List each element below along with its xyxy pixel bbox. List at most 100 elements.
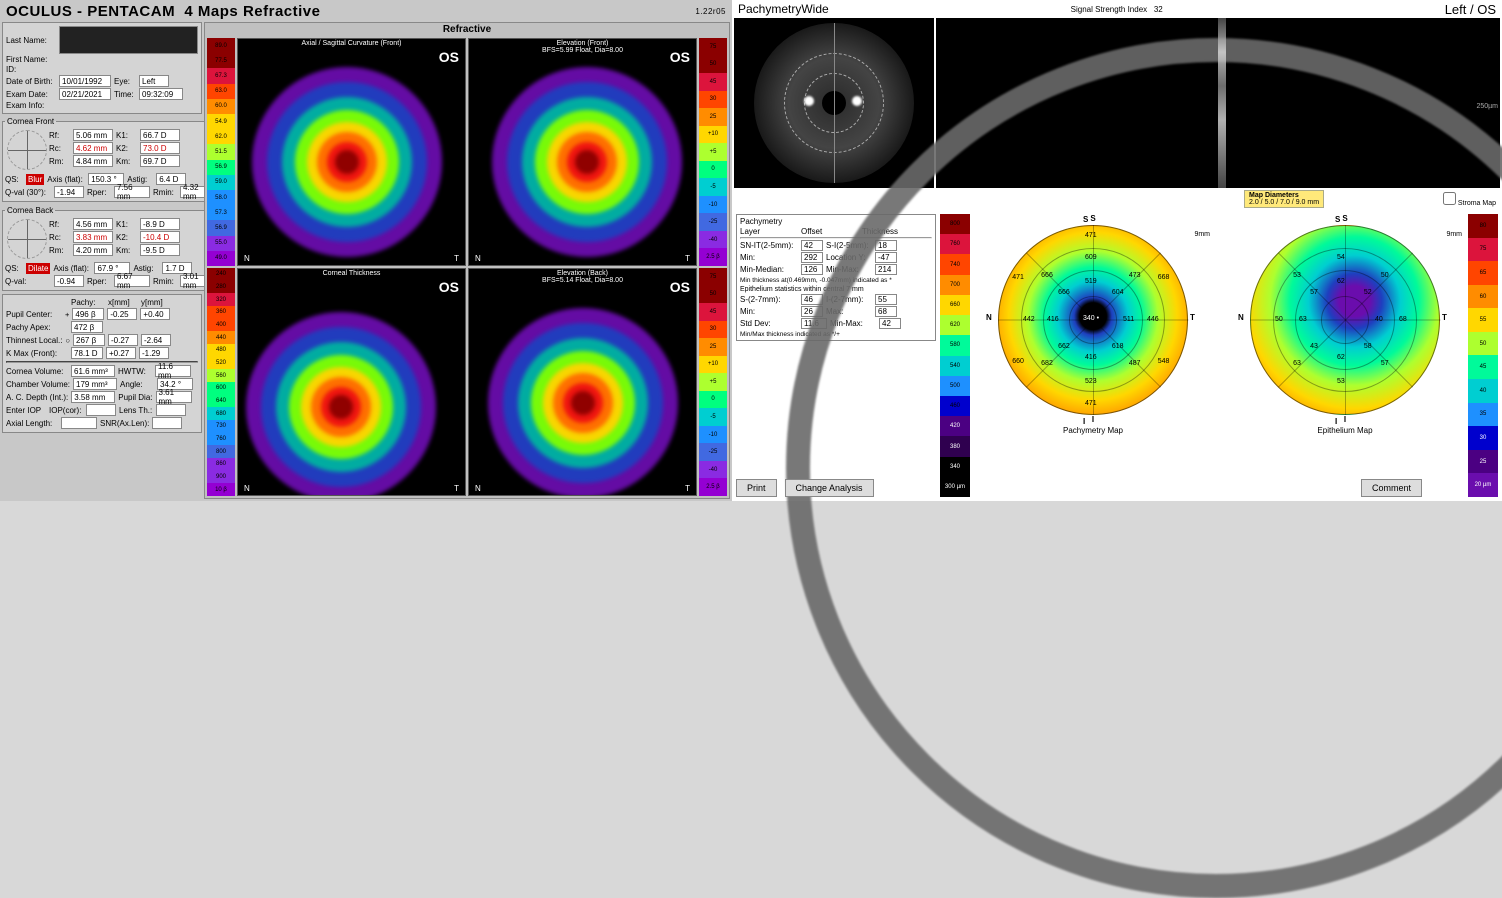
xmm-label: x[mm] (108, 298, 138, 307)
right-scale-bot: 7550453025+10+50-5-10-25-402.5 β (699, 268, 727, 496)
hwtw-v: 11.6 mm (155, 365, 191, 377)
map4-title: Elevation (Back) BFS=5.14 Float, Dia=8.0… (469, 270, 696, 284)
pentacam-title-bar: OCULUS - PENTACAM 4 Maps Refractive 1.22… (0, 0, 732, 22)
map-axial-curvature[interactable]: Axial / Sagittal Curvature (Front) OS NT (237, 38, 466, 266)
kmb-label: Km: (116, 246, 138, 255)
kmax-label: K Max (Front): (6, 349, 68, 358)
maps-title: Refractive (205, 23, 729, 36)
rf-val: 5.06 mm (73, 129, 113, 141)
km-label: Km: (116, 157, 138, 166)
rm-label: Rm: (49, 157, 71, 166)
oct-bscan-image[interactable]: 250µm (936, 18, 1500, 188)
circle-icon: ○ (65, 336, 70, 345)
map-elevation-front[interactable]: Elevation (Front) BFS=5.99 Float, Dia=8.… (468, 38, 697, 266)
lens-v[interactable] (156, 404, 186, 416)
axis-wheel-icon (7, 130, 47, 170)
iopcor-v[interactable] (86, 404, 116, 416)
rper-label: Rper: (87, 188, 111, 197)
pachy-header: PachymetryWide Signal Strength Index 32 … (732, 0, 1502, 18)
oct-enface-image[interactable] (734, 18, 934, 188)
axisb-label: Axis (flat): (53, 264, 91, 273)
k1-label: K1: (116, 131, 138, 140)
oct-scale-label: 250µm (1476, 103, 1498, 110)
th-x: -0.27 (108, 334, 138, 346)
pachymetry-panel: PachymetryWide Signal Strength Index 32 … (732, 0, 1502, 501)
change-analysis-button[interactable]: Change Analysis (785, 479, 874, 497)
rc-label: Rc: (49, 144, 71, 153)
left-scale-top: 89.077.567.363.060.054.962.051.556.959.0… (207, 38, 235, 266)
qs-badge: Blur (26, 174, 44, 185)
rc-val: 4.62 mm (73, 142, 113, 154)
qs-label: QS: (5, 175, 23, 184)
rminb-label: Rmin: (153, 277, 177, 286)
rmb-label: Rm: (49, 246, 71, 255)
acd-label: A. C. Depth (Int.): (6, 393, 68, 402)
s27-label: S-(2-7mm): (740, 295, 798, 304)
min-v: 292 (801, 252, 823, 263)
dob-field[interactable]: 10/01/1992 (59, 75, 111, 87)
th-y: -2.64 (141, 334, 171, 346)
pachy-apex-label: Pachy Apex: (6, 323, 68, 332)
acd-v: 3.58 mm (71, 391, 115, 403)
rfb-val: 4.56 mm (73, 218, 113, 230)
pc-x: -0.25 (107, 308, 137, 320)
cornea-back-panel: Cornea Back Rf:4.56 mmK1:-8.9 D Rc:3.83 … (2, 206, 219, 291)
exam-date-field[interactable]: 02/21/2021 (59, 88, 111, 100)
patient-panel: Last Name: First Name: ID: Date of Birth… (2, 22, 202, 114)
kmax-x: +0.27 (106, 347, 136, 359)
pentacam-panel: OCULUS - PENTACAM 4 Maps Refractive 1.22… (0, 0, 732, 501)
qval-label: Q-val (30°): (5, 188, 51, 197)
rmb-val: 4.20 mm (73, 244, 113, 256)
axial-label: Axial Length: (6, 419, 58, 428)
map-elevation-back[interactable]: Elevation (Back) BFS=5.14 Float, Dia=8.0… (468, 268, 697, 496)
pachy-label: Pachy: (71, 298, 105, 307)
thinnest-label: Thinnest Local.: (6, 336, 62, 345)
print-button[interactable]: Print (736, 479, 777, 497)
qsb-badge: Dilate (26, 263, 50, 274)
chvol-label: Chamber Volume: (6, 380, 70, 389)
last-name-field[interactable] (59, 26, 198, 54)
pc-y: +0.40 (140, 308, 170, 320)
iop-label[interactable]: Enter IOP (6, 406, 46, 415)
minmed-v: 126 (801, 264, 823, 275)
ymm-label: y[mm] (141, 298, 171, 307)
time-label: Time: (114, 90, 136, 99)
rperb-val: 6.67 mm (114, 275, 150, 287)
angle-label: Angle: (120, 380, 154, 389)
snr-v[interactable] (152, 417, 182, 429)
map3-title: Corneal Thickness (238, 270, 465, 277)
cornea-back-legend: Cornea Back (5, 206, 55, 215)
min-label: Min: (740, 253, 798, 262)
map-corneal-thickness[interactable]: Corneal Thickness OS NT (237, 268, 466, 496)
rfb-label: Rf: (49, 220, 71, 229)
eye-field[interactable]: Left (139, 75, 169, 87)
rperb-label: Rper: (87, 277, 111, 286)
lens-label: Lens Th.: (119, 406, 153, 415)
pachy-side: Left / OS (1445, 2, 1496, 17)
map1-eye: OS (439, 49, 459, 65)
ssi-label: Signal Strength Index (1071, 5, 1148, 14)
comment-button[interactable]: Comment (1361, 479, 1422, 497)
snit-label: SN-IT(2-5mm): (740, 241, 798, 250)
map2-title: Elevation (Front) BFS=5.99 Float, Dia=8.… (469, 40, 696, 54)
k1-val: 66.7 D (140, 129, 180, 141)
offset-label: Offset (801, 227, 859, 236)
first-name-label: First Name: (6, 55, 56, 64)
cornea-front-legend: Cornea Front (5, 117, 56, 126)
cornea-front-panel: Cornea Front Rf:5.06 mmK1:66.7 D Rc:4.62… (2, 117, 219, 202)
device: PENTACAM (87, 3, 175, 20)
time-field[interactable]: 09:32:09 (139, 88, 183, 100)
qsb-label: QS: (5, 264, 23, 273)
k2b-label: K2: (116, 233, 138, 242)
kmb-val: -9.5 D (140, 244, 180, 256)
qvalb-label: Q-val: (5, 277, 51, 286)
k1b-label: K1: (116, 220, 138, 229)
axial-v[interactable] (61, 417, 97, 429)
axis-wheel-icon (7, 219, 47, 259)
four-maps-panel: Refractive 89.077.567.363.060.054.962.05… (204, 22, 730, 499)
km-val: 69.7 D (140, 155, 180, 167)
exam-info-label: Exam Info: (6, 101, 56, 110)
emin-label: Min: (740, 307, 798, 316)
k2b-val: -10.4 D (140, 231, 180, 243)
left-scale-bot: 2402803203604004404805205606006406807307… (207, 268, 235, 496)
